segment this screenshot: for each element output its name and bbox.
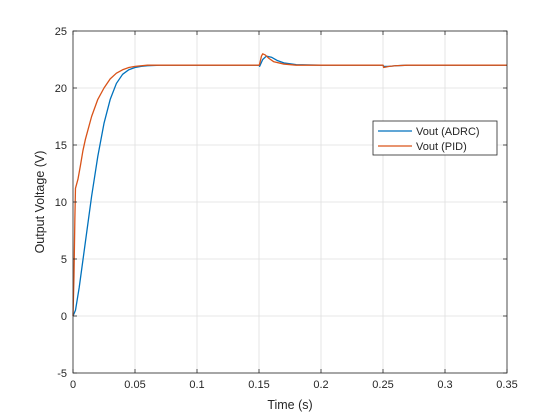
y-tick-label: 10: [55, 197, 67, 209]
y-tick-label: 0: [61, 311, 67, 323]
y-tick-label: 5: [61, 254, 67, 266]
legend-label-adrc: Vout (ADRC): [416, 126, 480, 138]
x-tick-label: 0.1: [189, 379, 204, 391]
x-tick-label: 0.3: [437, 379, 452, 391]
y-tick-label: 20: [55, 83, 67, 95]
x-tick-label: 0.35: [496, 379, 517, 391]
x-tick-label: 0.25: [372, 379, 393, 391]
x-axis-label: Time (s): [267, 398, 312, 412]
y-tick-label: 15: [55, 140, 67, 152]
legend-box: [372, 120, 498, 156]
y-tick-label: 25: [55, 26, 67, 38]
legend-label-pid: Vout (PID): [416, 141, 467, 153]
x-tick-label: 0: [70, 379, 76, 391]
x-tick-label: 0.15: [248, 379, 269, 391]
legend: Vout (ADRC) Vout (PID): [372, 120, 498, 156]
y-tick-label: -5: [57, 368, 67, 380]
x-tick-label: 0.2: [313, 379, 328, 391]
data-lines: [72, 53, 507, 317]
series-line-pid: [72, 53, 507, 317]
x-tick-label: 0.05: [124, 379, 145, 391]
y-axis-label: Output Voltage (V): [33, 151, 47, 254]
